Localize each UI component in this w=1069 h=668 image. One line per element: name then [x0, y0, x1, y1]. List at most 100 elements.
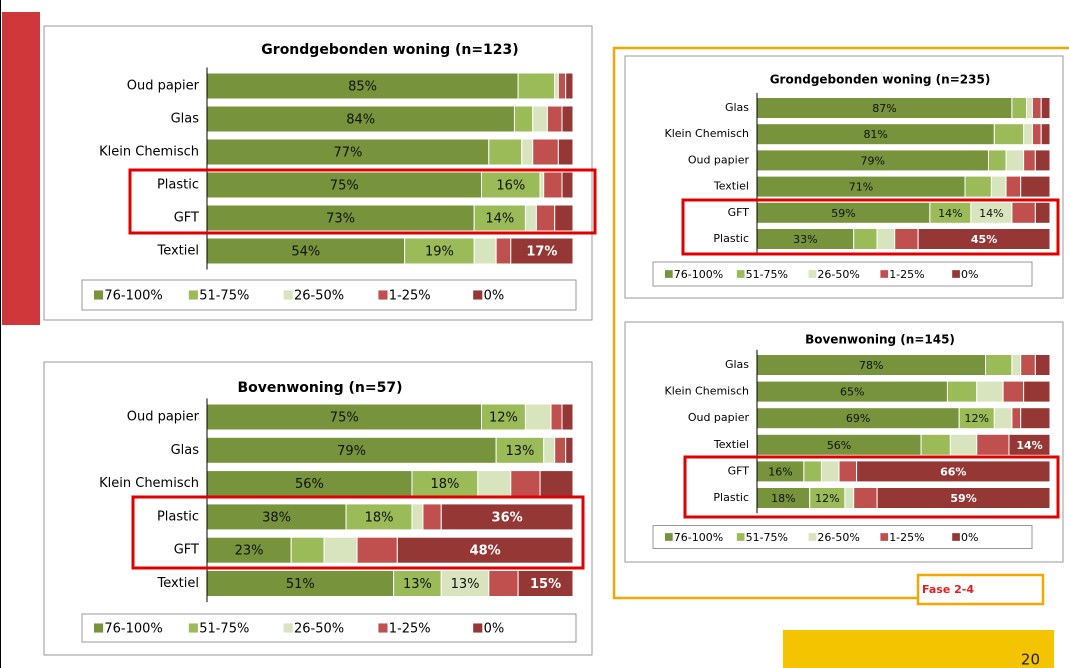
bar-segment — [206, 171, 482, 199]
bar-segment — [1040, 97, 1051, 119]
category-label: Plastic — [713, 232, 749, 245]
data-label: 75% — [330, 411, 359, 426]
legend-swatch — [808, 533, 817, 541]
data-label: 75% — [330, 179, 359, 194]
data-label: 71% — [849, 181, 873, 194]
bar-segment — [477, 470, 512, 498]
chart-title: Bovenwoning (n=145) — [805, 333, 955, 347]
bar-segment — [557, 72, 567, 100]
phase-label: Fase 2-4 — [922, 583, 974, 596]
legend-label: 26-50% — [294, 289, 344, 304]
bar-segment — [561, 403, 574, 431]
data-label: 77% — [333, 146, 362, 161]
bar-segment — [1023, 380, 1051, 403]
bar-segment — [565, 436, 574, 464]
data-label: 19% — [425, 245, 454, 260]
bar-segment — [510, 470, 541, 498]
bar-segment — [517, 570, 574, 597]
bar-segment — [1011, 354, 1022, 376]
bar-segment — [356, 536, 398, 564]
legend-swatch — [473, 290, 483, 300]
bar-segment — [1005, 175, 1022, 198]
bar-segment — [440, 570, 490, 597]
legend-swatch — [665, 270, 673, 278]
data-label: 66% — [940, 465, 966, 478]
data-label: 12% — [965, 412, 989, 425]
highlight-box — [131, 495, 585, 570]
bar-segment — [1023, 149, 1036, 172]
category-label: Textiel — [713, 180, 749, 193]
legend-swatch — [808, 270, 817, 278]
legend-swatch — [952, 270, 960, 278]
bar-segment — [481, 403, 526, 431]
bar-segment — [539, 470, 574, 498]
bar-segment — [554, 72, 559, 100]
bar-segment — [856, 460, 1051, 483]
bar-segment — [513, 105, 534, 133]
category-label: Plastic — [713, 491, 749, 504]
legend-swatch — [378, 290, 388, 300]
bar-segment — [993, 407, 1013, 430]
data-label: 33% — [793, 233, 817, 246]
bar-segment — [1011, 97, 1028, 119]
bar-segment — [411, 503, 424, 531]
bar-segment — [323, 536, 358, 564]
bar-segment — [495, 436, 545, 464]
legend-label: 0% — [484, 289, 505, 304]
bar-segment — [206, 503, 347, 531]
bar-segment — [1031, 97, 1042, 119]
bar-segment — [473, 237, 497, 265]
data-label: 14% — [1016, 439, 1042, 452]
legend-swatch — [880, 270, 889, 278]
category-label: Klein Chemisch — [664, 385, 749, 398]
category-label: Glas — [171, 443, 200, 458]
bar-segment — [1011, 407, 1022, 430]
legend-label: 51-75% — [746, 268, 788, 281]
data-label: 79% — [337, 444, 366, 459]
bar-segment — [543, 171, 563, 199]
category-label: Oud papier — [688, 411, 750, 424]
bar-segment — [510, 237, 574, 265]
bar-segment — [554, 436, 567, 464]
bar-segment — [964, 175, 992, 198]
data-label: 56% — [295, 477, 324, 492]
data-label: 12% — [489, 411, 518, 426]
page-number-box — [783, 630, 1054, 668]
category-label: Klein Chemisch — [99, 145, 199, 160]
legend-label: 76-100% — [674, 268, 723, 281]
bar-segment — [1040, 123, 1051, 146]
bar-segment — [946, 380, 978, 403]
bar-segment — [411, 470, 479, 498]
bar-segment — [546, 105, 563, 133]
category-label: GFT — [728, 464, 750, 477]
legend-label: 76-100% — [104, 622, 162, 637]
category-label: Oud papier — [127, 410, 200, 425]
legend-swatch — [473, 623, 483, 633]
legend-label: 51-75% — [746, 531, 788, 544]
data-label: 79% — [861, 154, 885, 167]
legend-box — [652, 261, 1033, 287]
legend-label: 76-100% — [104, 289, 162, 304]
bar-segment — [532, 138, 559, 166]
bar-segment — [894, 228, 919, 250]
legend-label: 26-50% — [817, 531, 859, 544]
category-label: Glas — [725, 101, 749, 114]
category-label: Klein Chemisch — [664, 127, 749, 140]
bar-segment — [993, 123, 1025, 146]
category-label: Plastic — [157, 509, 199, 524]
bar-segment — [404, 237, 475, 265]
bar-segment — [1026, 97, 1033, 119]
bar-segment — [517, 72, 556, 100]
bar-segment — [820, 460, 840, 483]
legend-label: 1-25% — [389, 622, 431, 637]
legend-box — [81, 613, 577, 643]
legend-swatch — [188, 623, 198, 633]
bar-segment — [1011, 201, 1036, 224]
legend-swatch — [283, 290, 293, 300]
bar-segment — [853, 228, 878, 250]
legend-swatch — [188, 290, 198, 300]
data-label: 13% — [403, 577, 432, 592]
data-label: 59% — [950, 492, 976, 505]
bar-segment — [521, 138, 534, 166]
